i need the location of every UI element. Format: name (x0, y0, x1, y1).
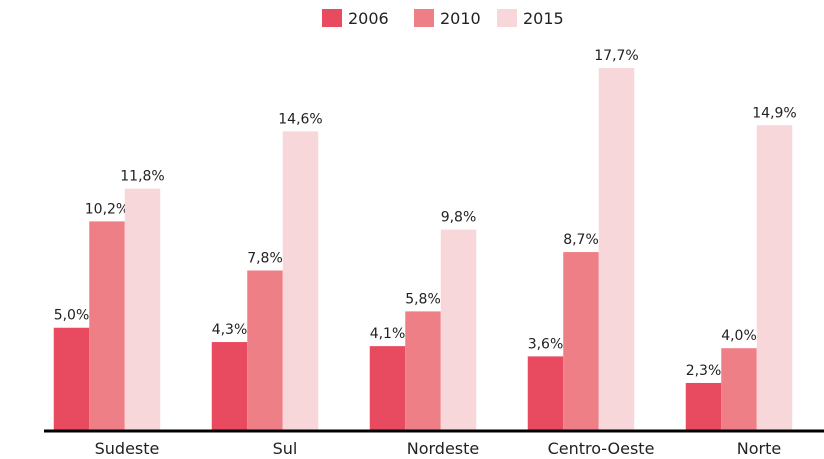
value-label: 7,8% (247, 250, 283, 266)
value-label: 5,8% (405, 291, 441, 307)
bar (247, 270, 283, 430)
x-tick-label: Sul (273, 439, 298, 458)
bar (685, 382, 722, 430)
value-label: 3,6% (528, 336, 564, 352)
legend-swatch (322, 9, 342, 27)
bar (756, 125, 793, 430)
x-tick-label: Centro-Oeste (548, 439, 655, 458)
legend-swatch (497, 9, 517, 27)
legend-label: 2006 (348, 9, 389, 28)
bar (124, 188, 161, 430)
value-label: 10,2% (85, 201, 129, 217)
bar (721, 348, 757, 430)
value-label: 17,7% (594, 48, 638, 64)
x-tick-label: Sudeste (95, 439, 160, 458)
bar (405, 311, 441, 430)
bar (563, 252, 599, 430)
value-label: 8,7% (563, 232, 599, 248)
legend-swatch (414, 9, 434, 27)
x-tick-label: Norte (737, 439, 781, 458)
bar (211, 342, 248, 430)
bar (89, 221, 125, 430)
legend-label: 2015 (523, 9, 564, 28)
legend-label: 2010 (440, 9, 481, 28)
value-label: 4,0% (721, 328, 757, 344)
bar (282, 131, 319, 430)
bar (53, 327, 90, 430)
value-label: 14,9% (752, 105, 796, 121)
bar (598, 68, 635, 430)
value-label: 5,0% (54, 308, 90, 324)
value-label: 11,8% (120, 169, 164, 185)
value-label: 14,6% (278, 111, 322, 127)
value-label: 9,8% (441, 210, 477, 226)
value-label: 4,3% (212, 322, 248, 338)
bar (527, 356, 564, 430)
bar (440, 229, 477, 430)
bar (369, 346, 406, 430)
x-tick-label: Nordeste (407, 439, 480, 458)
value-label: 2,3% (686, 363, 722, 379)
value-label: 4,1% (370, 326, 406, 342)
